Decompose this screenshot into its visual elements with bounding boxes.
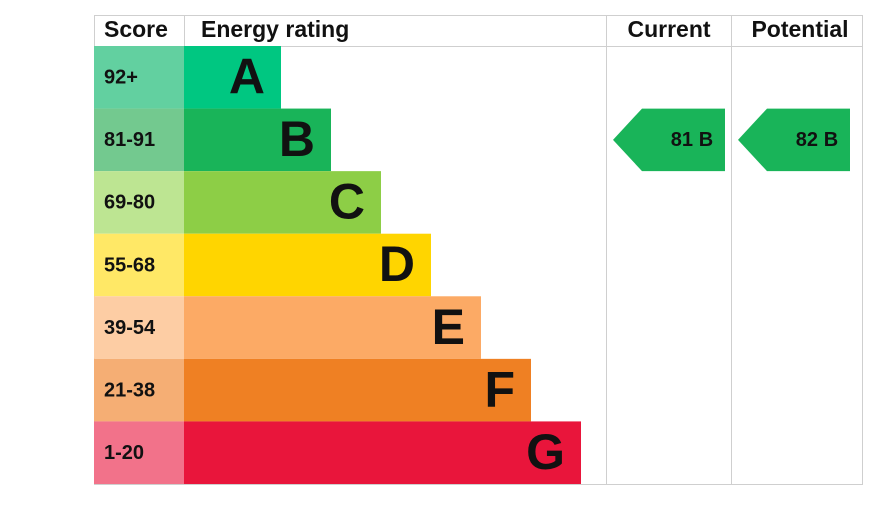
score-cell	[94, 358, 184, 422]
score-range: 1-20	[104, 442, 144, 464]
rating-bar	[184, 108, 331, 172]
score-cell	[94, 296, 184, 359]
score-range: 39-54	[104, 317, 156, 339]
rating-letter: E	[432, 299, 465, 355]
rating-letter: D	[379, 236, 415, 292]
score-cell	[94, 233, 184, 297]
rating-letter: F	[484, 361, 515, 417]
score-cell	[94, 421, 184, 484]
score-cell	[94, 46, 184, 109]
current-arrow	[613, 108, 725, 172]
rating-letter: B	[279, 111, 315, 167]
header-energy-rating: Energy rating	[201, 16, 349, 42]
potential-letter: B	[824, 129, 838, 151]
score-range: 21-38	[104, 379, 155, 401]
header-score: Score	[104, 16, 168, 42]
current-score: 81	[671, 129, 693, 151]
rating-bar	[184, 233, 431, 297]
header-potential: Potential	[751, 16, 848, 42]
rating-bar	[184, 296, 481, 359]
score-range: 55-68	[104, 254, 155, 276]
score-cell	[94, 171, 184, 234]
potential-arrow	[738, 108, 850, 172]
score-cell	[94, 108, 184, 172]
potential-score: 82	[796, 129, 818, 151]
rating-letter: G	[526, 424, 565, 480]
rating-bar	[184, 421, 581, 484]
rating-bar	[184, 46, 281, 109]
score-range: 81-91	[104, 129, 155, 151]
score-range: 69-80	[104, 192, 155, 214]
rating-letter: C	[329, 174, 365, 230]
current-letter: B	[699, 129, 713, 151]
rating-bar	[184, 171, 381, 234]
score-range: 92+	[104, 67, 138, 89]
header-current: Current	[627, 16, 710, 42]
rating-letter: A	[229, 48, 265, 104]
rating-bar	[184, 358, 531, 422]
